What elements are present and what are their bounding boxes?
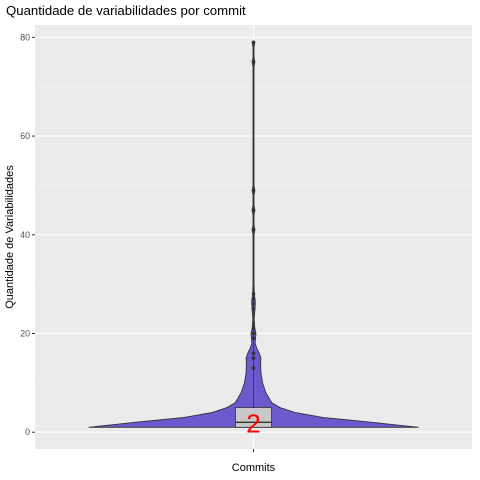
outlier-point xyxy=(251,188,256,193)
x-axis-title: Commits xyxy=(232,462,276,474)
outlier-point xyxy=(251,228,256,232)
outlier-point xyxy=(251,366,256,370)
outlier-point xyxy=(251,336,256,341)
outlier-point xyxy=(251,292,256,296)
outlier-point xyxy=(251,356,256,360)
y-tick-label: 40 xyxy=(20,230,30,240)
outlier-point xyxy=(251,40,256,45)
outlier-point xyxy=(251,302,256,306)
y-axis-title: Quantidade de Variabilidades xyxy=(4,165,16,309)
outlier-point xyxy=(251,297,256,301)
y-tick-label: 60 xyxy=(20,131,30,141)
outlier-point xyxy=(251,208,256,212)
outlier-points xyxy=(251,40,256,370)
y-tick-label: 80 xyxy=(20,32,30,42)
chart-title: Quantidade de variabilidades por commit xyxy=(6,3,246,18)
y-tick-label: 0 xyxy=(25,427,30,437)
outlier-point xyxy=(251,351,256,356)
outlier-point xyxy=(251,331,256,336)
outlier-point xyxy=(251,60,256,64)
y-axis-ticks: 0 20 40 60 80 xyxy=(20,32,35,437)
outlier-point xyxy=(251,307,256,311)
y-tick-label: 20 xyxy=(20,328,30,338)
median-value-label: 2 xyxy=(246,408,260,438)
outlier-point xyxy=(251,326,256,331)
